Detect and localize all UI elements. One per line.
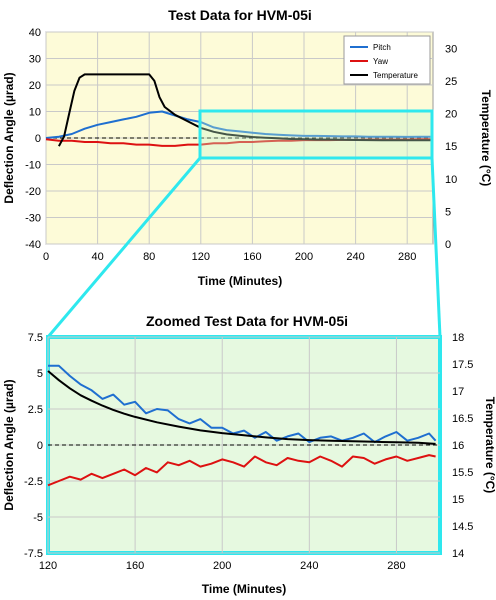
- bottom-y2-ticks: 14 14.5 15 15.5 16 16.5 17 17.5 18: [452, 332, 473, 560]
- bottom-y-tick-label: 0: [37, 440, 43, 452]
- bottom-y2-tick-label: 15.5: [452, 467, 473, 479]
- top-x-tick-label: 200: [295, 251, 313, 263]
- zoom-connector-left: [46, 157, 202, 338]
- zoom-region-box: [198, 109, 434, 160]
- bottom-y-ticks: -7.5 -5 -2.5 0 2.5 5 7.5: [24, 332, 43, 560]
- bottom-y2-tick-label: 14.5: [452, 521, 473, 533]
- top-series: [45, 73, 431, 147]
- top-y2-tick-label: 15: [445, 141, 457, 153]
- bottom-series: [47, 364, 437, 487]
- top-y-tick-label: -20: [25, 186, 41, 198]
- top-y2-tick-label: 20: [445, 109, 457, 121]
- top-y2-tick-label: 10: [445, 174, 457, 186]
- top-y-tick-label: 0: [35, 133, 41, 145]
- top-y-tick-label: -30: [25, 213, 41, 225]
- bottom-x-tick-label: 200: [213, 560, 231, 572]
- top-series-pitch: [45, 110, 431, 139]
- top-y2-tick-label: 0: [445, 239, 451, 251]
- zoom-connector-right: [430, 157, 442, 338]
- bottom-y2-axis-label: Temperature (°C): [483, 397, 496, 494]
- top-y-tick-label: 20: [29, 80, 41, 92]
- bottom-chart-title: Zoomed Test Data for HVM-05i: [146, 313, 348, 329]
- top-x-tick-label: 0: [43, 251, 49, 263]
- top-y-ticks: -40 -30 -20 -10 0 10 20 30 40: [25, 27, 41, 251]
- top-y-tick-label: -40: [25, 239, 41, 251]
- top-y-tick-label: -10: [25, 160, 41, 172]
- top-y-tick-label: 40: [29, 27, 41, 39]
- bottom-y-tick-label: 2.5: [28, 404, 43, 416]
- bottom-y-tick-label: 5: [37, 368, 43, 380]
- bottom-y-tick-label: -5: [33, 512, 43, 524]
- bottom-y2-tick-label: 17: [452, 386, 464, 398]
- top-y2-tick-label: 30: [445, 43, 457, 55]
- top-x-axis-label: Time (Minutes): [198, 274, 282, 288]
- top-series-temperature: [58, 73, 431, 147]
- bottom-y-tick-label: -2.5: [24, 476, 43, 488]
- legend-label-temperature: Temperature: [373, 71, 418, 80]
- bottom-x-axis-label: Time (Minutes): [202, 582, 286, 596]
- legend: Pitch Yaw Temperature: [343, 35, 431, 85]
- top-chart-title: Test Data for HVM-05i: [168, 7, 312, 23]
- top-y2-ticks: 0 5 10 15 20 25 30: [445, 43, 457, 251]
- top-y-tick-label: 10: [29, 107, 41, 119]
- top-x-tick-label: 120: [192, 251, 210, 263]
- top-x-tick-label: 160: [243, 251, 261, 263]
- top-x-ticks: 0 40 80 120 160 200 240 280: [43, 251, 416, 263]
- bottom-y2-tick-label: 17.5: [452, 359, 473, 371]
- bottom-x-tick-label: 160: [126, 560, 144, 572]
- bottom-x-ticks: 120 160 200 240 280: [39, 560, 406, 572]
- bottom-series-temperature: [47, 370, 436, 445]
- legend-label-pitch: Pitch: [373, 43, 391, 52]
- bottom-y2-tick-label: 15: [452, 494, 464, 506]
- top-x-tick-label: 240: [346, 251, 364, 263]
- top-y-tick-label: 30: [29, 54, 41, 66]
- top-y2-tick-label: 25: [445, 76, 457, 88]
- bottom-y2-tick-label: 16.5: [452, 413, 473, 425]
- bottom-x-tick-label: 240: [300, 560, 318, 572]
- bottom-y2-tick-label: 14: [452, 548, 464, 560]
- bottom-y2-tick-label: 16: [452, 440, 464, 452]
- bottom-y-axis-label: Deflection Angle (µrad): [2, 379, 16, 510]
- legend-label-yaw: Yaw: [373, 57, 388, 66]
- top-y2-tick-label: 5: [445, 206, 451, 218]
- top-chart: 0 40 80 120 160 200 240 280 -40-30-20-100102030…: [2, 7, 493, 288]
- bottom-y-tick-label: -7.5: [24, 548, 43, 560]
- bottom-chart: 120 160 200 240 280 -7.5 -5 -2.5 0 2.5 5 7.5 14 14.…: [2, 313, 496, 596]
- top-x-tick-label: 280: [398, 251, 416, 263]
- bottom-x-tick-label: 280: [387, 560, 405, 572]
- bottom-y2-tick-label: 18: [452, 332, 464, 344]
- bottom-series-yaw: [47, 454, 436, 487]
- top-y2-axis-label: Temperature (°C): [479, 90, 493, 187]
- top-x-tick-label: 40: [91, 251, 103, 263]
- bottom-y-tick-label: 7.5: [28, 332, 43, 344]
- bottom-x-tick-label: 120: [39, 560, 57, 572]
- top-x-tick-label: 80: [143, 251, 155, 263]
- top-y-axis-label: Deflection Angle (µrad): [2, 72, 16, 203]
